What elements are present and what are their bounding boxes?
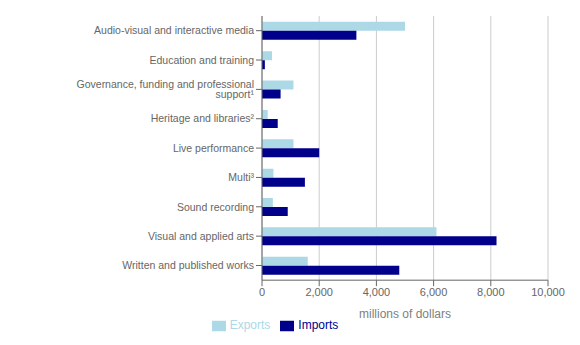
svg-text:Sound recording: Sound recording — [177, 201, 254, 213]
svg-text:Written and published works: Written and published works — [122, 259, 254, 271]
svg-text:2,000: 2,000 — [305, 286, 333, 298]
svg-text:Live performance: Live performance — [173, 142, 254, 154]
svg-text:Multi³: Multi³ — [228, 171, 254, 183]
svg-text:4,000: 4,000 — [363, 286, 391, 298]
svg-text:Education and training: Education and training — [150, 54, 255, 66]
svg-text:Heritage and libraries²: Heritage and libraries² — [151, 112, 255, 124]
svg-text:millions of dollars: millions of dollars — [359, 307, 451, 321]
html-text:Imports: Imports — [298, 318, 339, 333]
svg-text:Governance, funding and profes: Governance, funding and professionalsupp… — [77, 78, 255, 101]
html-text:Exports: Exports — [229, 318, 271, 333]
svg-text:8,000: 8,000 — [477, 286, 505, 298]
svg-text:0: 0 — [259, 286, 265, 298]
svg-text:6,000: 6,000 — [420, 286, 448, 298]
svg-text:10,000: 10,000 — [531, 286, 565, 298]
svg-text:Visual and applied arts: Visual and applied arts — [148, 230, 254, 242]
svg-text:Audio-visual and interactive m: Audio-visual and interactive media — [94, 24, 254, 36]
